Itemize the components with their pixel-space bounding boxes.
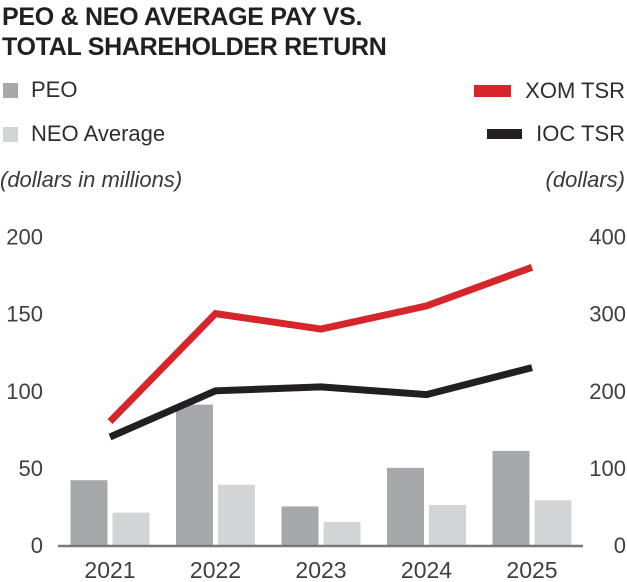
right-axis-tick-300: 300 bbox=[589, 302, 626, 327]
legend-label-peo: PEO bbox=[31, 77, 78, 102]
chart-title: PEO & NEO AVERAGE PAY VS. TOTAL SHAREHOL… bbox=[2, 2, 462, 62]
legend-item-ioc-tsr: IOC TSR bbox=[487, 121, 625, 147]
legend-label-xom-tsr: XOM TSR bbox=[525, 78, 625, 103]
bar-peo-2021 bbox=[70, 480, 108, 545]
right-axis-tick-200: 200 bbox=[589, 379, 626, 404]
bar-neo-2023 bbox=[323, 521, 361, 545]
bar-peo-2025 bbox=[492, 450, 530, 545]
bar-peo-2023 bbox=[281, 506, 319, 545]
left-axis-tick-0: 0 bbox=[31, 533, 43, 558]
right-axis-tick-400: 400 bbox=[589, 225, 626, 250]
line-ioc-tsr bbox=[108, 364, 533, 441]
axis-units-row: (dollars in millions) (dollars) bbox=[0, 167, 625, 193]
chart-title-line2: TOTAL SHAREHOLDER RETURN bbox=[2, 33, 387, 61]
neo-swatch bbox=[3, 126, 18, 142]
ioc-line-swatch bbox=[487, 129, 523, 139]
x-axis-label-2024: 2024 bbox=[401, 557, 452, 582]
legend-label-neo: NEO Average bbox=[31, 121, 166, 146]
peo-swatch bbox=[3, 82, 18, 98]
bar-peo-2022 bbox=[176, 404, 213, 545]
right-axis-tick-100: 100 bbox=[589, 456, 626, 481]
legend-item-xom-tsr: XOM TSR bbox=[474, 78, 625, 104]
legend-item-peo: PEO bbox=[3, 77, 77, 103]
xom-line-swatch bbox=[474, 85, 512, 97]
x-axis-label-2023: 2023 bbox=[295, 557, 346, 582]
line-xom-tsr bbox=[107, 264, 534, 425]
bar-neo-2022 bbox=[218, 484, 255, 545]
right-axis-units: (dollars) bbox=[545, 167, 625, 192]
legend-label-ioc-tsr: IOC TSR bbox=[536, 121, 625, 146]
chart-title-line1: PEO & NEO AVERAGE PAY VS. bbox=[2, 3, 363, 31]
left-axis-tick-150: 150 bbox=[6, 302, 43, 327]
legend-item-neo: NEO Average bbox=[3, 121, 165, 147]
x-axis-label-2021: 2021 bbox=[84, 557, 135, 582]
combo-chart: 0 50 100 150 200 0 100 200 300 400 2021 2022 2023 202… bbox=[6, 225, 626, 582]
left-axis-tick-100: 100 bbox=[6, 379, 43, 404]
x-axis-label-2025: 2025 bbox=[506, 557, 557, 582]
bar-neo-2021 bbox=[112, 512, 150, 545]
left-axis-tick-50: 50 bbox=[19, 456, 43, 481]
bar-neo-2024 bbox=[429, 504, 466, 545]
left-axis-tick-200: 200 bbox=[6, 225, 43, 250]
right-axis-tick-0: 0 bbox=[614, 533, 626, 558]
left-axis-units: (dollars in millions) bbox=[0, 167, 183, 192]
bar-peo-2024 bbox=[387, 467, 424, 545]
x-axis-label-2022: 2022 bbox=[190, 557, 241, 582]
bar-neo-2025 bbox=[534, 500, 572, 545]
